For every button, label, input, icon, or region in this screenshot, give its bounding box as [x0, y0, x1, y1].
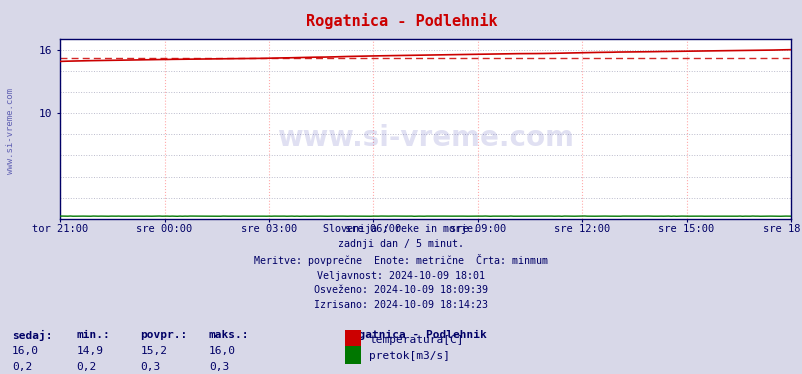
- Text: Rogatnica - Podlehnik: Rogatnica - Podlehnik: [306, 13, 496, 29]
- Text: maks.:: maks.:: [209, 330, 249, 340]
- Text: 15,2: 15,2: [140, 346, 168, 356]
- Text: 0,3: 0,3: [209, 362, 229, 372]
- Text: Slovenija / reke in morje.
zadnji dan / 5 minut.
Meritve: povprečne  Enote: metr: Slovenija / reke in morje. zadnji dan / …: [254, 224, 548, 310]
- Text: 14,9: 14,9: [76, 346, 103, 356]
- Text: www.si-vreme.com: www.si-vreme.com: [6, 88, 15, 174]
- Text: povpr.:: povpr.:: [140, 330, 188, 340]
- Text: Rogatnica - Podlehnik: Rogatnica - Podlehnik: [345, 330, 487, 340]
- Text: www.si-vreme.com: www.si-vreme.com: [277, 124, 573, 152]
- Text: 16,0: 16,0: [209, 346, 236, 356]
- Text: min.:: min.:: [76, 330, 110, 340]
- Text: temperatura[C]: temperatura[C]: [369, 335, 464, 345]
- Text: sedaj:: sedaj:: [12, 330, 52, 341]
- Text: 16,0: 16,0: [12, 346, 39, 356]
- Text: 0,3: 0,3: [140, 362, 160, 372]
- Text: 0,2: 0,2: [76, 362, 96, 372]
- Text: 0,2: 0,2: [12, 362, 32, 372]
- Text: pretok[m3/s]: pretok[m3/s]: [369, 351, 450, 361]
